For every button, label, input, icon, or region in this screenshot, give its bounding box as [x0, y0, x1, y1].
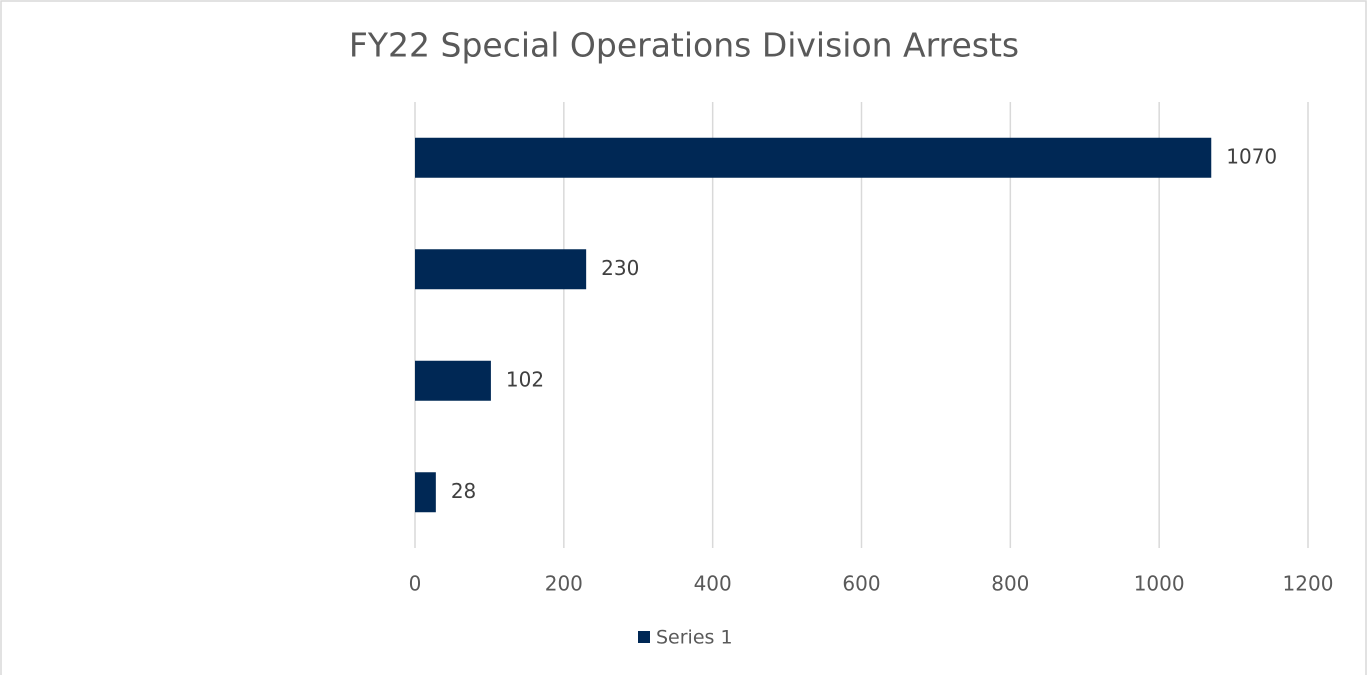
- legend-swatch: [638, 631, 650, 643]
- data-label: 28: [451, 479, 476, 503]
- bar: [415, 472, 436, 513]
- bar: [415, 137, 1212, 178]
- x-tick-label: 800: [991, 572, 1029, 596]
- legend-label: Series 1: [656, 627, 733, 649]
- x-tick-label: 0: [409, 572, 422, 596]
- x-tick-label: 200: [545, 572, 583, 596]
- x-tick-label: 1000: [1134, 572, 1185, 596]
- data-label: 1070: [1226, 144, 1277, 168]
- x-tick-label: 400: [694, 572, 732, 596]
- x-tick-label: 1200: [1283, 572, 1334, 596]
- bar: [415, 249, 587, 290]
- data-label: 102: [506, 367, 544, 391]
- x-tick-label: 600: [842, 572, 880, 596]
- data-label: 230: [601, 256, 639, 280]
- bar: [415, 360, 491, 401]
- chart-title: FY22 Special Operations Division Arrests: [349, 26, 1019, 65]
